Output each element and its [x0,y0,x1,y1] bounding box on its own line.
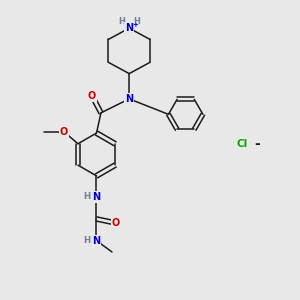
Text: +: + [132,22,138,28]
Text: -: - [255,137,260,151]
Text: O: O [88,91,96,101]
Text: O: O [111,218,120,228]
Text: H: H [83,236,91,245]
Text: N: N [92,236,101,246]
Text: O: O [60,127,68,136]
Text: H: H [133,17,140,26]
Text: N: N [125,94,133,104]
Text: Cl: Cl [236,139,248,149]
Text: N: N [92,192,101,202]
Text: H: H [83,193,91,202]
Text: H: H [118,17,125,26]
Text: N: N [125,23,133,33]
